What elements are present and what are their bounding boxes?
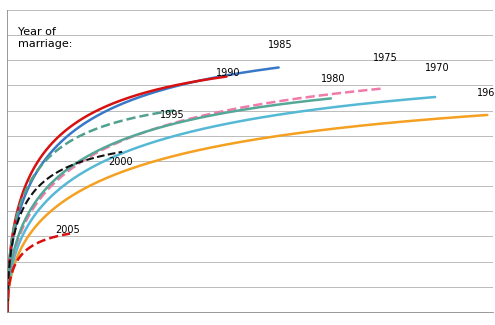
Text: 1990: 1990 — [216, 68, 241, 78]
Text: 2005: 2005 — [55, 226, 80, 235]
Text: 2000: 2000 — [108, 157, 132, 167]
Text: Year of
marriage:: Year of marriage: — [18, 27, 72, 49]
Text: 1980: 1980 — [321, 74, 345, 84]
Text: 1970: 1970 — [425, 63, 449, 73]
Text: 1985: 1985 — [268, 40, 293, 50]
Text: 1975: 1975 — [373, 53, 397, 63]
Text: 1965: 1965 — [477, 88, 495, 98]
Text: 1995: 1995 — [160, 110, 185, 120]
